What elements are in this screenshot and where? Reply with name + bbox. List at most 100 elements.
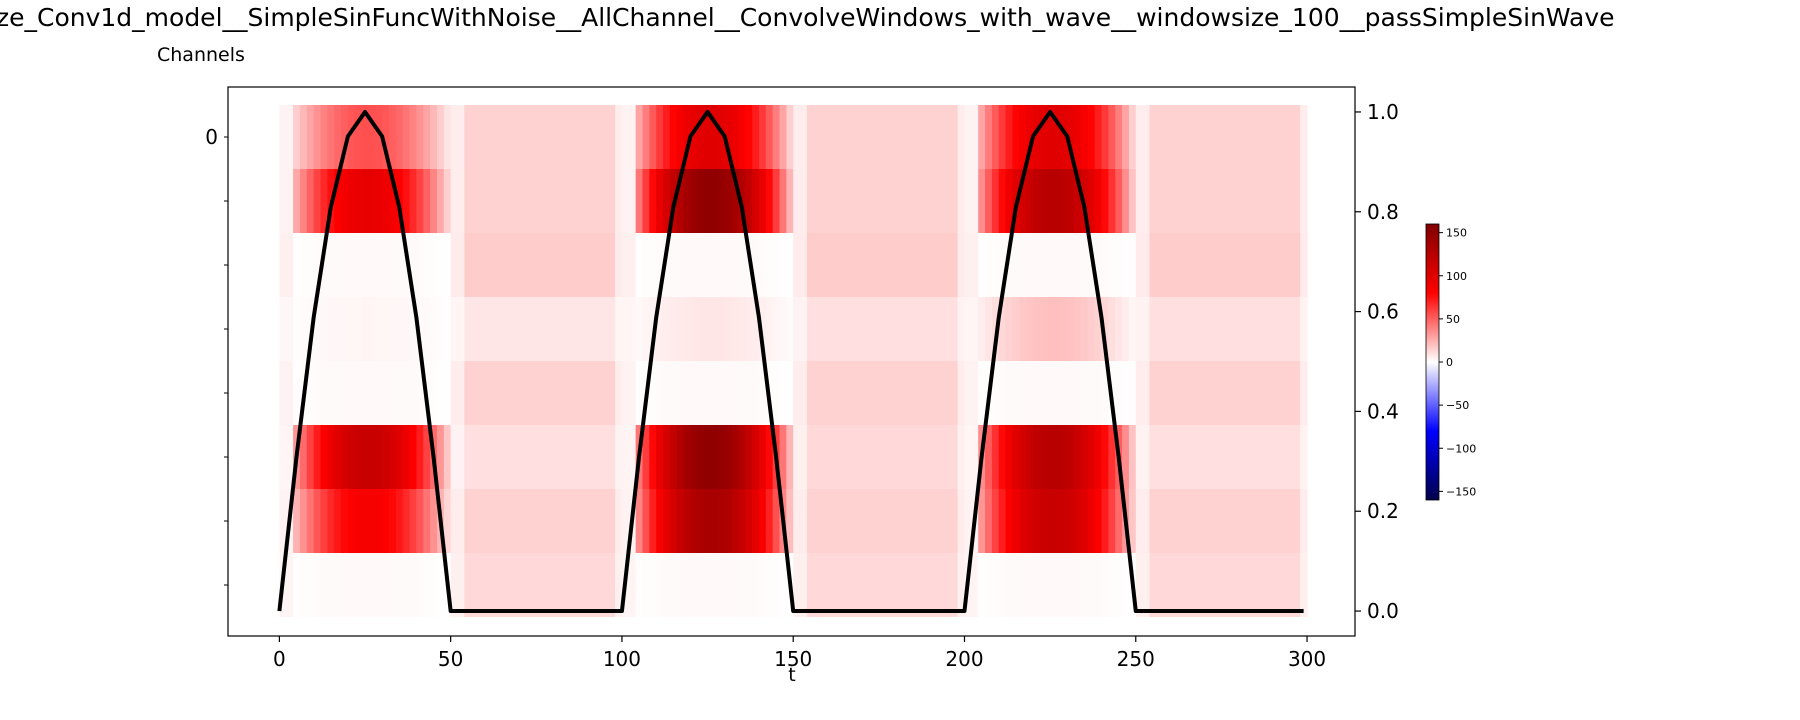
heatmap-cell [615, 233, 623, 297]
heatmap-cell [464, 553, 472, 617]
heatmap-cell [937, 105, 945, 169]
heatmap-cell [1005, 361, 1014, 425]
heatmap-cell [1012, 489, 1020, 553]
right-y-tick-label: 0.6 [1367, 300, 1399, 324]
heatmap-cell [601, 425, 609, 489]
heatmap-cell [464, 105, 472, 169]
heatmap-cell [806, 105, 815, 169]
heatmap-cell [615, 361, 623, 425]
heatmap-cell [683, 553, 692, 617]
heatmap-cell [1074, 425, 1082, 489]
heatmap-cell [834, 553, 842, 617]
heatmap-cell [793, 297, 801, 361]
heatmap-cell [772, 297, 781, 361]
heatmap-cell [1211, 169, 1219, 233]
heatmap-cell [382, 105, 390, 169]
heatmap-cell [1046, 169, 1055, 233]
heatmap-cell [368, 361, 376, 425]
heatmap-cell [1224, 105, 1233, 169]
heatmap-row-0 [279, 105, 1308, 169]
heatmap-cell [861, 489, 870, 553]
heatmap-cell [375, 553, 383, 617]
heatmap-cell [1149, 233, 1157, 297]
heatmap-cell [1019, 553, 1027, 617]
heatmap-cell [697, 105, 705, 169]
heatmap-cell [813, 233, 822, 297]
heatmap-cell [663, 489, 671, 553]
heatmap-cell [409, 233, 417, 297]
heatmap-cell [676, 233, 685, 297]
heatmap-cell [1012, 297, 1020, 361]
heatmap-cell [1060, 361, 1068, 425]
heatmap-cell [758, 169, 767, 233]
heatmap-cell [1094, 361, 1103, 425]
heatmap-cell [957, 105, 966, 169]
heatmap-cell [498, 297, 507, 361]
heatmap-cell [800, 553, 808, 617]
heatmap-cell [1012, 361, 1020, 425]
heatmap-cell [1272, 489, 1281, 553]
heatmap-cell [1272, 169, 1281, 233]
heatmap-cell [841, 489, 849, 553]
heatmap-cell [286, 361, 294, 425]
heatmap-cell [868, 233, 877, 297]
heatmap-cell [478, 361, 486, 425]
heatmap-cell [341, 425, 349, 489]
heatmap-cell [1286, 425, 1294, 489]
heatmap-cell [409, 425, 417, 489]
heatmap-cell [745, 553, 753, 617]
heatmap-cell [882, 169, 890, 233]
heatmap-cell [943, 425, 952, 489]
heatmap-cell [663, 233, 671, 297]
heatmap-cell [882, 489, 890, 553]
heatmap-cell [841, 361, 849, 425]
heatmap-cell [916, 105, 924, 169]
heatmap-cell [779, 297, 787, 361]
heatmap-cell [868, 553, 877, 617]
heatmap-cell [587, 297, 596, 361]
heatmap-cell [279, 297, 287, 361]
heatmap-cell [1046, 233, 1055, 297]
heatmap-cell [854, 105, 863, 169]
heatmap-cell [389, 425, 397, 489]
heatmap-cell [320, 169, 328, 233]
heatmap-cell [1190, 297, 1199, 361]
heatmap-cell [553, 169, 561, 233]
heatmap-cell [1060, 489, 1068, 553]
heatmap-cell [1149, 297, 1157, 361]
heatmap-cell [512, 169, 520, 233]
heatmap-cell [724, 425, 733, 489]
heatmap-cell [416, 361, 424, 425]
heatmap-cell [1265, 553, 1274, 617]
heatmap-cell [1286, 489, 1294, 553]
heatmap-cell [560, 553, 568, 617]
heatmap-cell [327, 361, 335, 425]
heatmap-cell [293, 105, 301, 169]
heatmap-cell [717, 297, 726, 361]
heatmap-cell [690, 553, 698, 617]
heatmap-cell [491, 233, 500, 297]
heatmap-cell [341, 489, 349, 553]
heatmap-cell [1211, 233, 1219, 297]
heatmap-cell [1005, 489, 1014, 553]
heatmap-cell [1149, 361, 1157, 425]
heatmap-cell [512, 489, 520, 553]
heatmap-cell [683, 105, 692, 169]
heatmap-cell [436, 105, 445, 169]
heatmap-cell [971, 233, 979, 297]
heatmap-cell [1163, 233, 1171, 297]
heatmap-cell [1005, 169, 1014, 233]
heatmap-cell [293, 169, 301, 233]
heatmap-cell [1033, 361, 1041, 425]
heatmap-cell [567, 425, 575, 489]
heatmap-cell [930, 233, 938, 297]
heatmap-cell [1067, 233, 1075, 297]
heatmap-cell [416, 553, 424, 617]
heatmap-cell [1135, 169, 1144, 233]
heatmap-cell [313, 233, 322, 297]
heatmap-cell [450, 297, 459, 361]
heatmap-cell [526, 489, 534, 553]
heatmap-cell [1245, 361, 1253, 425]
heatmap-row-2 [279, 233, 1308, 297]
heatmap-cell [923, 425, 931, 489]
